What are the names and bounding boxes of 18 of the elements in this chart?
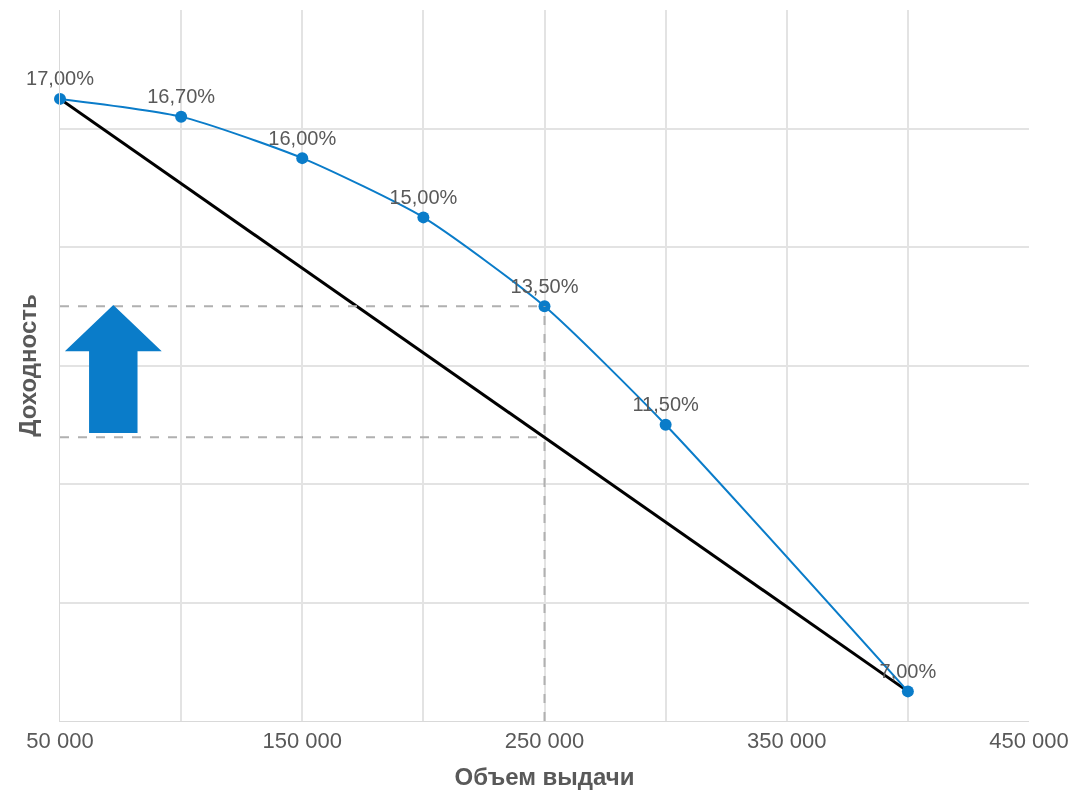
x-tick-label: 450 000 <box>989 728 1069 754</box>
point <box>296 152 309 165</box>
point <box>175 110 188 123</box>
data-label: 15,00% <box>389 185 458 208</box>
x-tick-label: 150 000 <box>262 728 343 754</box>
x-axis-title: Объем выдачи <box>454 762 635 790</box>
point <box>417 211 430 224</box>
y-axis-title: Доходность <box>14 294 42 437</box>
point <box>901 685 914 698</box>
point <box>54 92 66 105</box>
x-tick-label: 350 000 <box>746 728 827 754</box>
point <box>659 418 672 431</box>
x-tick-label: 50 000 <box>26 728 94 754</box>
data-label: 17,00% <box>26 67 95 90</box>
point <box>538 300 551 313</box>
data-label: 16,70% <box>147 85 216 108</box>
data-label: 16,00% <box>268 126 337 149</box>
x-tick-label: 250 000 <box>504 728 585 754</box>
